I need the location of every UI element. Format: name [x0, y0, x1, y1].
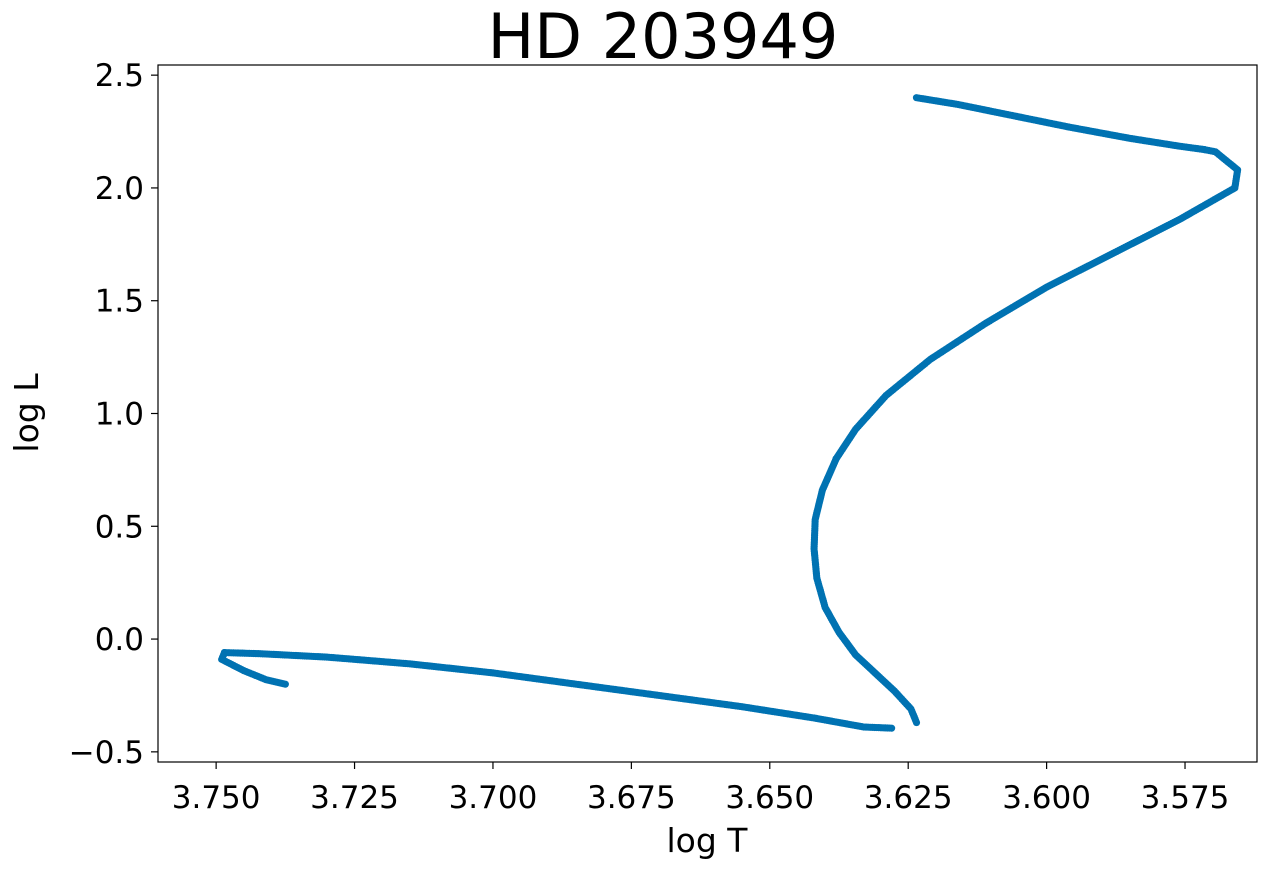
chart-title: HD 203949 [488, 0, 839, 73]
x-tick-label: 3.600 [1002, 780, 1091, 816]
x-tick-label: 3.675 [587, 780, 676, 816]
x-tick-label: 3.575 [1141, 780, 1230, 816]
x-axis: 3.750 3.725 3.700 3.675 3.650 3.625 3.600 3.575 [172, 762, 1230, 816]
x-tick-label: 3.725 [310, 780, 399, 816]
data-point [912, 94, 921, 102]
y-tick-label: 1.5 [95, 284, 144, 320]
x-tick-label: 3.650 [725, 780, 814, 816]
x-tick-label: 3.750 [172, 780, 261, 816]
x-axis-label: log T [667, 821, 749, 860]
x-tick-label: 3.700 [449, 780, 538, 816]
y-tick-label: 0.5 [95, 509, 144, 545]
y-tick-label: 0.0 [95, 622, 144, 658]
data-point [887, 724, 896, 732]
y-axis: −0.5 0.0 0.5 1.0 1.5 2.0 2.5 [69, 58, 158, 771]
data-series [218, 94, 1242, 732]
y-tick-label: 2.5 [95, 58, 144, 94]
x-tick-label: 3.625 [864, 780, 953, 816]
y-tick-label: 1.0 [95, 397, 144, 433]
y-tick-label: −0.5 [69, 735, 144, 771]
y-tick-label: 2.0 [95, 171, 144, 207]
y-axis-label: log L [7, 373, 46, 453]
